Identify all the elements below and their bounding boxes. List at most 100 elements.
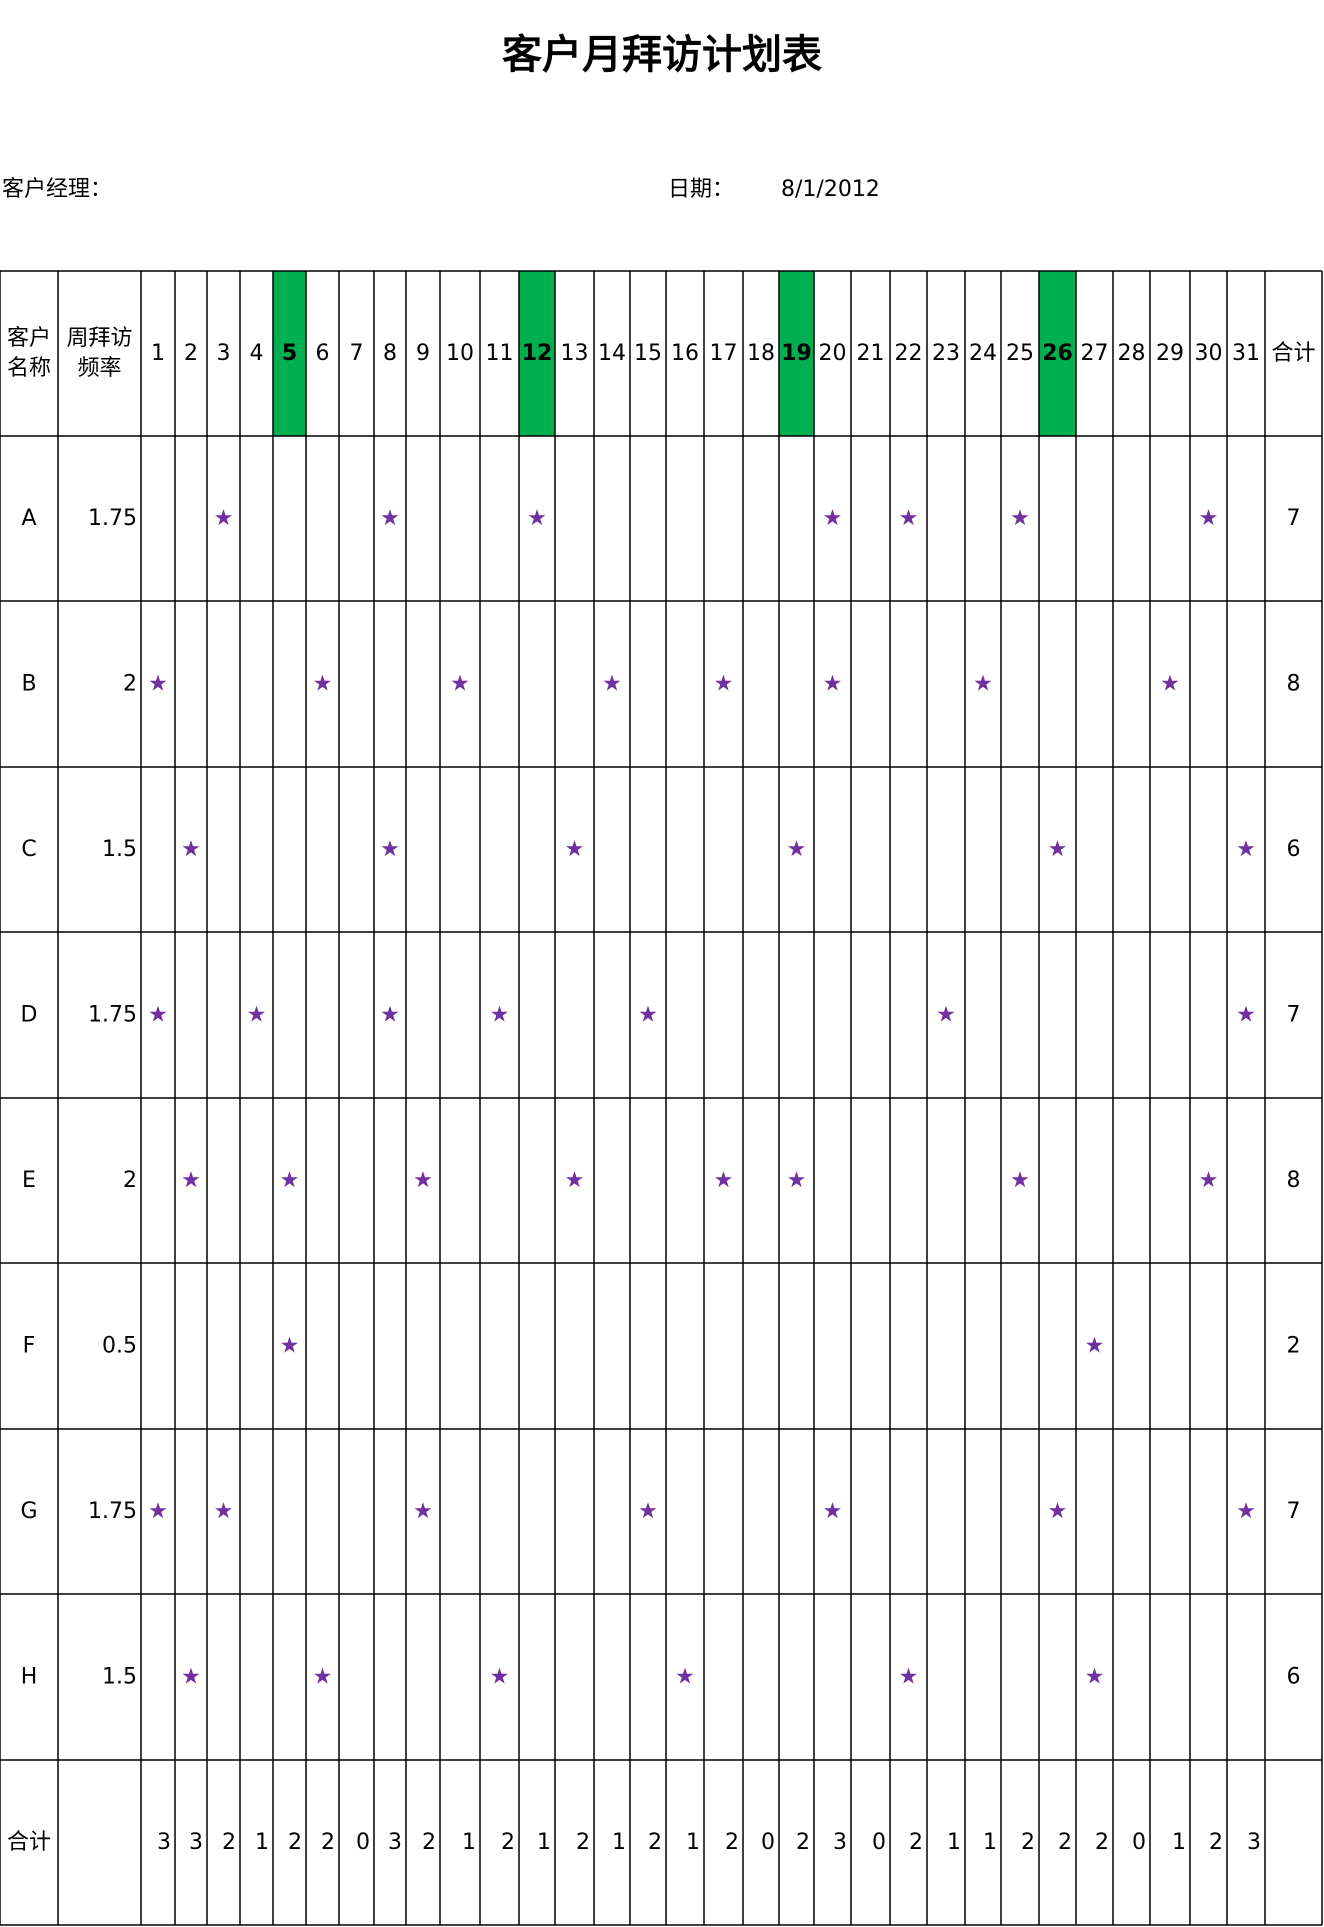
visit-star-E-day-9: ★: [413, 1168, 433, 1193]
day-header-1: 1: [151, 341, 165, 366]
visit-star-B-day-17: ★: [714, 672, 734, 697]
day-total-19: 2: [796, 1830, 810, 1855]
customer-name-H: H: [21, 1665, 38, 1690]
day-total-31: 3: [1247, 1830, 1261, 1855]
visit-star-H-day-16: ★: [675, 1665, 695, 1690]
row-total-A: 7: [1287, 506, 1301, 531]
visit-star-D-day-23: ★: [936, 1003, 956, 1028]
page-title: 客户月拜访计划表: [502, 32, 822, 78]
frequency-D: 1.75: [88, 1003, 137, 1028]
day-header-18: 18: [747, 341, 775, 366]
visit-star-C-day-19: ★: [787, 837, 807, 862]
day-total-12: 1: [537, 1830, 551, 1855]
frequency-H: 1.5: [102, 1665, 137, 1690]
day-total-18: 0: [761, 1830, 775, 1855]
visit-star-B-day-6: ★: [313, 672, 333, 697]
visit-star-A-day-25: ★: [1010, 506, 1030, 531]
visit-star-G-day-26: ★: [1048, 1499, 1068, 1524]
visit-star-B-day-29: ★: [1160, 672, 1180, 697]
day-header-12: 12: [522, 341, 553, 366]
day-total-22: 2: [909, 1830, 923, 1855]
day-total-13: 2: [576, 1830, 590, 1855]
day-header-20: 20: [819, 341, 847, 366]
frequency-F: 0.5: [102, 1334, 137, 1359]
date-label: 日期：: [668, 177, 735, 202]
day-header-22: 22: [895, 341, 923, 366]
day-header-30: 30: [1195, 341, 1223, 366]
row-total-D: 7: [1287, 1003, 1301, 1028]
header-customer-line1: 客户: [7, 326, 51, 351]
visit-star-C-day-26: ★: [1048, 837, 1068, 862]
day-header-9: 9: [416, 341, 430, 366]
visit-star-H-day-27: ★: [1085, 1665, 1105, 1690]
visit-star-F-day-5: ★: [280, 1334, 300, 1359]
visit-star-D-day-11: ★: [490, 1003, 510, 1028]
visit-star-B-day-1: ★: [148, 672, 168, 697]
customer-name-F: F: [23, 1334, 36, 1359]
customer-name-G: G: [20, 1499, 37, 1524]
day-total-15: 2: [648, 1830, 662, 1855]
visit-star-D-day-31: ★: [1236, 1003, 1256, 1028]
day-total-16: 1: [686, 1830, 700, 1855]
visit-star-C-day-8: ★: [380, 837, 400, 862]
day-total-20: 3: [833, 1830, 847, 1855]
day-header-19: 19: [781, 341, 812, 366]
day-header-21: 21: [857, 341, 885, 366]
day-header-24: 24: [969, 341, 997, 366]
highlight-cell-day-26: [1039, 271, 1076, 436]
day-total-14: 1: [612, 1830, 626, 1855]
day-header-6: 6: [316, 341, 330, 366]
visit-star-E-day-13: ★: [565, 1168, 585, 1193]
visit-star-E-day-17: ★: [714, 1168, 734, 1193]
visit-star-A-day-22: ★: [899, 506, 919, 531]
visit-star-E-day-2: ★: [181, 1168, 201, 1193]
day-header-31: 31: [1232, 341, 1260, 366]
day-header-28: 28: [1118, 341, 1146, 366]
visit-star-E-day-30: ★: [1199, 1168, 1219, 1193]
row-total-H: 6: [1287, 1665, 1301, 1690]
footer-label: 合计: [7, 1830, 51, 1855]
day-total-8: 3: [388, 1830, 402, 1855]
visit-star-H-day-11: ★: [490, 1665, 510, 1690]
visit-star-E-day-5: ★: [280, 1168, 300, 1193]
day-header-4: 4: [250, 341, 264, 366]
customer-name-B: B: [21, 672, 36, 697]
day-total-1: 3: [157, 1830, 171, 1855]
highlight-cell-day-19: [779, 271, 814, 436]
visit-star-F-day-27: ★: [1085, 1334, 1105, 1359]
visit-star-H-day-22: ★: [899, 1665, 919, 1690]
day-header-17: 17: [710, 341, 738, 366]
visit-star-B-day-10: ★: [450, 672, 470, 697]
day-total-5: 2: [288, 1830, 302, 1855]
frequency-E: 2: [123, 1168, 137, 1193]
row-total-G: 7: [1287, 1499, 1301, 1524]
visit-star-B-day-14: ★: [602, 672, 622, 697]
day-total-24: 1: [983, 1830, 997, 1855]
day-header-3: 3: [217, 341, 231, 366]
visit-star-G-day-20: ★: [823, 1499, 843, 1524]
visit-star-C-day-31: ★: [1236, 837, 1256, 862]
day-total-23: 1: [947, 1830, 961, 1855]
day-total-11: 2: [501, 1830, 515, 1855]
visit-star-C-day-13: ★: [565, 837, 585, 862]
visit-star-G-day-9: ★: [413, 1499, 433, 1524]
day-total-25: 2: [1021, 1830, 1035, 1855]
day-total-21: 0: [872, 1830, 886, 1855]
day-total-26: 2: [1058, 1830, 1072, 1855]
day-total-17: 2: [725, 1830, 739, 1855]
day-total-7: 0: [356, 1830, 370, 1855]
day-total-28: 0: [1132, 1830, 1146, 1855]
visit-star-G-day-31: ★: [1236, 1499, 1256, 1524]
day-total-27: 2: [1095, 1830, 1109, 1855]
visit-star-D-day-1: ★: [148, 1003, 168, 1028]
visit-star-H-day-2: ★: [181, 1665, 201, 1690]
day-header-27: 27: [1081, 341, 1109, 366]
header-frequency-line1: 周拜访: [66, 326, 132, 351]
visit-star-G-day-15: ★: [638, 1499, 658, 1524]
row-total-E: 8: [1287, 1168, 1301, 1193]
day-header-8: 8: [383, 341, 397, 366]
day-header-5: 5: [282, 341, 297, 366]
highlight-cell-day-12: [519, 271, 555, 436]
day-header-29: 29: [1156, 341, 1184, 366]
